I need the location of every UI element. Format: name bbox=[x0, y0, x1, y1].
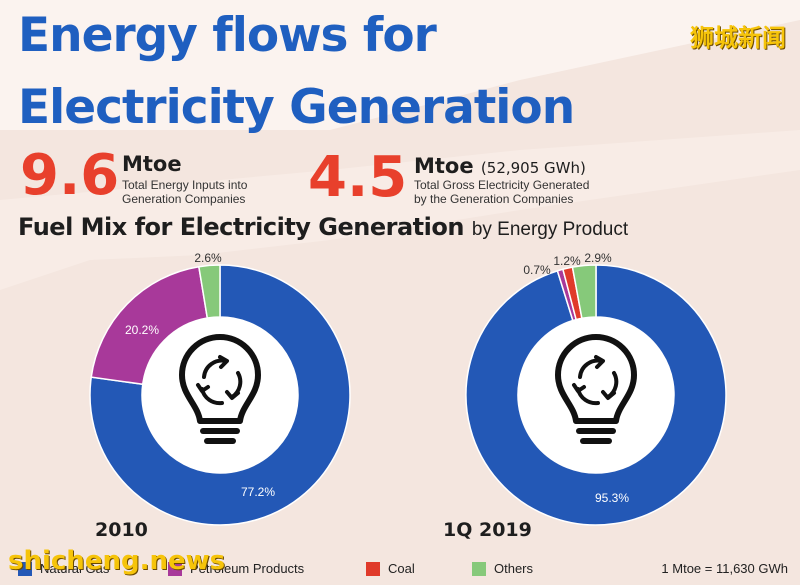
stat-number-inputs: 9.6 bbox=[20, 143, 120, 208]
stat-desc-line: Generation Companies bbox=[122, 192, 246, 206]
data-label-petroleum: 20.2% bbox=[125, 323, 159, 337]
lightbulb-recycle-icon bbox=[179, 334, 261, 444]
donut-hole bbox=[142, 317, 298, 473]
stat-unit-generated: Mtoe (52,905 GWh) bbox=[414, 154, 586, 178]
legend-item-petroleum: Petroleum Products bbox=[168, 561, 304, 576]
section-title-main: Fuel Mix for Electricity Generation bbox=[18, 213, 464, 241]
legend-label: Others bbox=[494, 561, 534, 576]
data-label-natural-gas: 77.2% bbox=[241, 485, 275, 499]
chart-title: 1Q 2019 bbox=[443, 519, 532, 541]
legend-swatch bbox=[366, 561, 380, 576]
legend-swatch bbox=[472, 561, 486, 576]
lightbulb-recycle-icon bbox=[555, 334, 637, 444]
section-title: Fuel Mix for Electricity Generation by E… bbox=[18, 213, 628, 241]
donut-hole bbox=[518, 317, 674, 473]
stat-unit-label: Mtoe bbox=[122, 152, 182, 176]
legend: Natural Gas Petroleum Products Coal Othe… bbox=[0, 555, 800, 583]
stat-number-generated: 4.5 bbox=[308, 145, 408, 210]
stat-desc-line: by the Generation Companies bbox=[414, 192, 574, 206]
legend-swatch bbox=[168, 561, 182, 576]
data-label-petroleum: 0.7% bbox=[523, 263, 551, 277]
page-title-line1: Energy flows for bbox=[18, 8, 437, 63]
legend-item-coal: Coal bbox=[366, 561, 415, 576]
legend-item-others: Others bbox=[472, 561, 533, 576]
watermark-top: 狮城新闻 bbox=[690, 24, 786, 52]
legend-item-natural-gas: Natural Gas bbox=[18, 561, 109, 576]
section-subtitle: by Energy Product bbox=[471, 219, 629, 240]
legend-label: Coal bbox=[388, 561, 415, 576]
stat-unit-label: Mtoe bbox=[414, 154, 474, 178]
stat-desc-line: Total Energy Inputs into bbox=[122, 178, 248, 192]
stat-unit-note: (52,905 GWh) bbox=[480, 159, 586, 177]
data-label-others: 2.9% bbox=[584, 251, 612, 265]
legend-label: Petroleum Products bbox=[190, 561, 305, 576]
legend-label: Natural Gas bbox=[40, 561, 110, 576]
stat-desc-line: Total Gross Electricity Generated bbox=[414, 178, 590, 192]
conversion-note: 1 Mtoe = 11,630 GWh bbox=[661, 561, 788, 576]
legend-swatch bbox=[18, 561, 32, 576]
data-label-others: 2.6% bbox=[194, 251, 222, 265]
stat-desc-generated: Total Gross Electricity Generated by the… bbox=[414, 178, 634, 206]
data-label-coal: 1.2% bbox=[553, 254, 581, 268]
page-title-line2: Electricity Generation bbox=[18, 80, 575, 135]
watermark-bottom: shicheng.news bbox=[8, 546, 226, 576]
chart-title: 2010 bbox=[95, 519, 148, 541]
stat-desc-inputs: Total Energy Inputs into Generation Comp… bbox=[122, 178, 342, 206]
stat-unit-inputs: Mtoe bbox=[122, 152, 182, 176]
data-label-natural-gas: 95.3% bbox=[595, 491, 629, 505]
